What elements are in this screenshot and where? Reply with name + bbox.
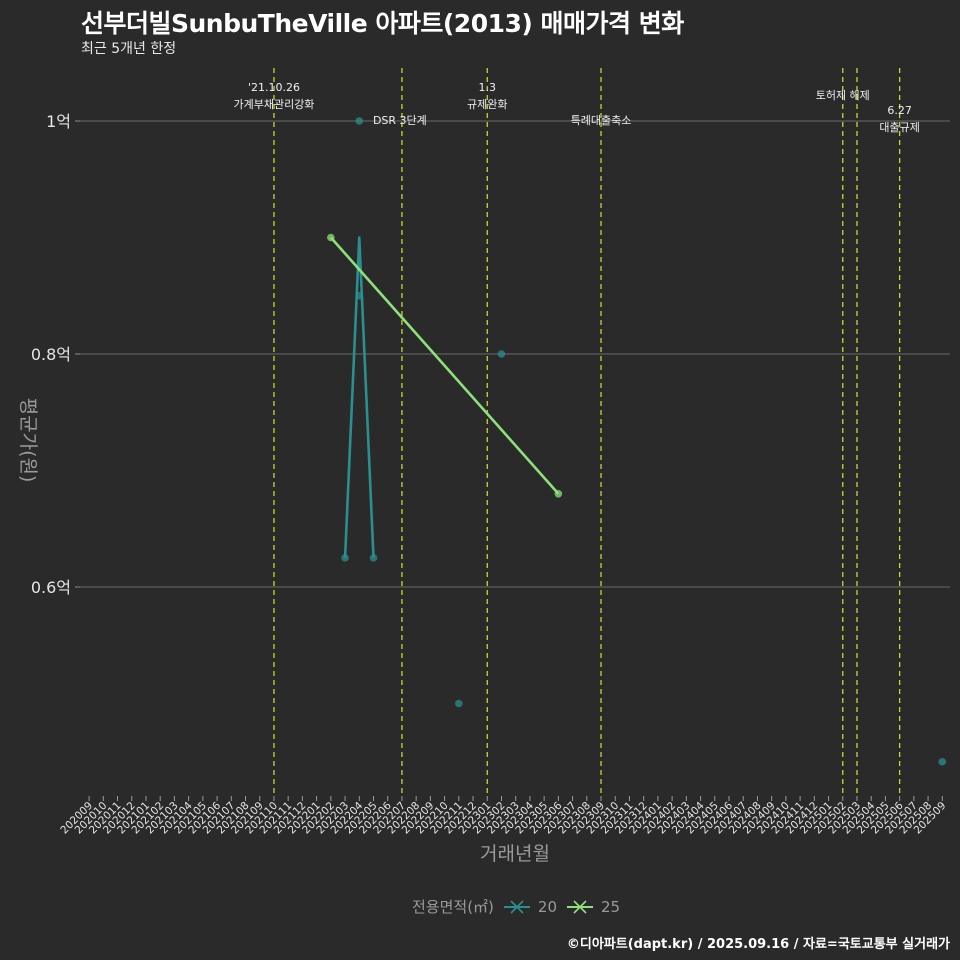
legend-item-25: 25: [567, 898, 620, 916]
event-label: 1.3: [479, 81, 497, 94]
event-label: '21.10.26: [248, 81, 300, 94]
series-line-20: [343, 236, 375, 558]
legend: 전용면적(㎡) 20 25: [412, 896, 620, 917]
data-point-25: [554, 490, 563, 498]
data-point-20: [341, 554, 349, 562]
data-series: [327, 117, 947, 766]
event-label: 특례대출축소: [571, 114, 632, 127]
event-label: 6.27: [887, 104, 912, 117]
source-caption: ©디아파트(dapt.kr) / 2025.09.16 / 자료=국토교통부 실…: [566, 937, 950, 952]
data-point-20: [369, 554, 378, 562]
chart-subtitle: 최근 5개년 한정: [81, 41, 177, 57]
event-label: 규제완화: [467, 98, 507, 111]
legend-swatch-25-icon: [567, 899, 593, 914]
data-point-20: [497, 350, 506, 358]
y-axis-title: 평균가(원): [17, 398, 39, 483]
y-tick-label: 1억: [46, 112, 71, 131]
legend-swatch-20-icon: [503, 899, 530, 914]
data-point-20: [355, 117, 364, 125]
y-tick-label: 0.8억: [31, 345, 71, 364]
data-point-20: [938, 757, 947, 766]
event-label: 대출규제: [879, 121, 919, 134]
event-label: DSR 3단계: [373, 114, 427, 127]
x-axis: 2020092020102020112020122021012021022021…: [58, 796, 948, 836]
legend-item-20: 20: [503, 897, 557, 916]
event-label: 토허제 해제: [816, 88, 870, 102]
series-line-25: [329, 236, 560, 495]
event-label: 가계부채관리강화: [233, 98, 314, 111]
gridlines: [80, 120, 950, 588]
y-tick-label: 0.6억: [31, 578, 71, 597]
y-axis: 0.6억 0.8억 1억: [31, 112, 80, 597]
data-point-20: [355, 291, 364, 300]
x-axis-title: 거래년월: [480, 843, 550, 865]
legend-label-25: 25: [601, 897, 621, 916]
legend-title: 전용면적(㎡): [412, 898, 494, 916]
chart-title: 선부더빌SunbuTheVille 아파트(2013) 매매가격 변화: [81, 9, 684, 38]
data-point-20: [455, 699, 463, 708]
legend-label-20: 20: [537, 897, 557, 916]
data-point-25: [327, 233, 335, 242]
